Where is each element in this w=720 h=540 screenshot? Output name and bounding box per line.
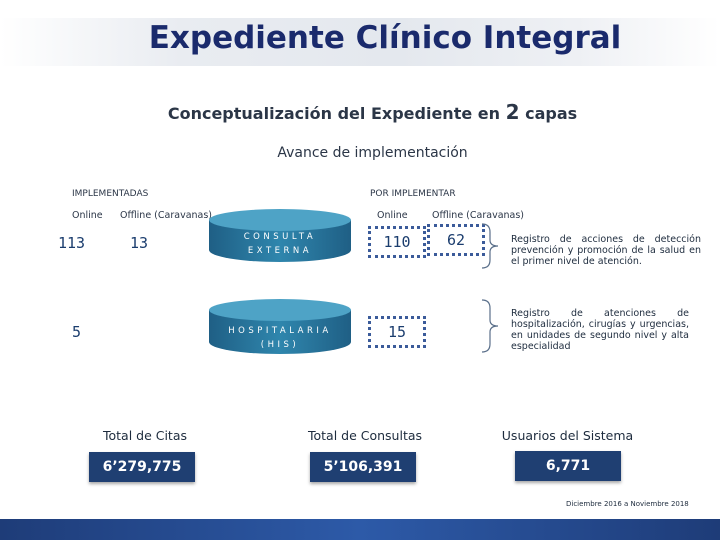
pending-consulta-offline: 62 bbox=[427, 224, 485, 256]
page-title: Expediente Clínico Integral bbox=[148, 20, 622, 56]
total-consultas-label: Total de Consultas bbox=[307, 428, 423, 443]
implemented-offline-label: Offline (Caravanas) bbox=[120, 210, 213, 221]
period-note: Diciembre 2016 a Noviembre 2018 bbox=[566, 500, 689, 508]
bottom-bar bbox=[0, 519, 720, 540]
consulta-layer-label: CONSULTA EXTERNA bbox=[205, 230, 355, 258]
usuarios-label: Usuarios del Sistema bbox=[501, 428, 634, 443]
title-band bbox=[0, 18, 720, 66]
hospital-cylinder bbox=[209, 299, 351, 354]
hospital-brace-icon bbox=[481, 299, 499, 353]
usuarios-value: 6,771 bbox=[515, 451, 621, 481]
hospital-layer-label: HOSPITALARIA (HIS) bbox=[205, 324, 355, 352]
implemented-header: IMPLEMENTADAS bbox=[72, 189, 149, 199]
consulta-brace-icon bbox=[481, 223, 499, 269]
implemented-consulta-offline: 13 bbox=[130, 234, 149, 252]
subtitle-suffix: capas bbox=[525, 104, 578, 123]
consulta-description: Registro de acciones de detección preven… bbox=[511, 234, 701, 267]
implemented-online-label: Online bbox=[72, 210, 103, 221]
pending-hospital-online: 15 bbox=[368, 316, 426, 348]
subtitle-number: 2 bbox=[505, 100, 520, 124]
hospital-label-line2: (HIS) bbox=[260, 340, 300, 350]
pending-offline-label: Offline (Caravanas) bbox=[432, 210, 525, 221]
consulta-label-line1: CONSULTA bbox=[243, 232, 317, 242]
pending-online-label: Online bbox=[377, 210, 408, 221]
implemented-hospital-online: 5 bbox=[72, 323, 82, 341]
subtitle: Conceptualización del Expediente en 2 ca… bbox=[0, 100, 720, 124]
subtitle-prefix: Conceptualización del Expediente en bbox=[167, 104, 500, 123]
progress-title: Avance de implementación bbox=[277, 145, 468, 161]
total-citas-value: 6’279,775 bbox=[89, 452, 195, 482]
hospital-label-line1: HOSPITALARIA bbox=[228, 326, 332, 336]
consulta-cylinder bbox=[209, 209, 351, 262]
pending-header: POR IMPLEMENTAR bbox=[370, 189, 456, 199]
implemented-consulta-online: 113 bbox=[58, 234, 86, 252]
total-citas-label: Total de Citas bbox=[102, 428, 188, 443]
pending-consulta-online: 110 bbox=[368, 226, 426, 258]
consulta-label-line2: EXTERNA bbox=[247, 246, 313, 256]
hospital-description: Registro de atenciones de hospitalizació… bbox=[511, 308, 689, 352]
total-consultas-value: 5’106,391 bbox=[310, 452, 416, 482]
